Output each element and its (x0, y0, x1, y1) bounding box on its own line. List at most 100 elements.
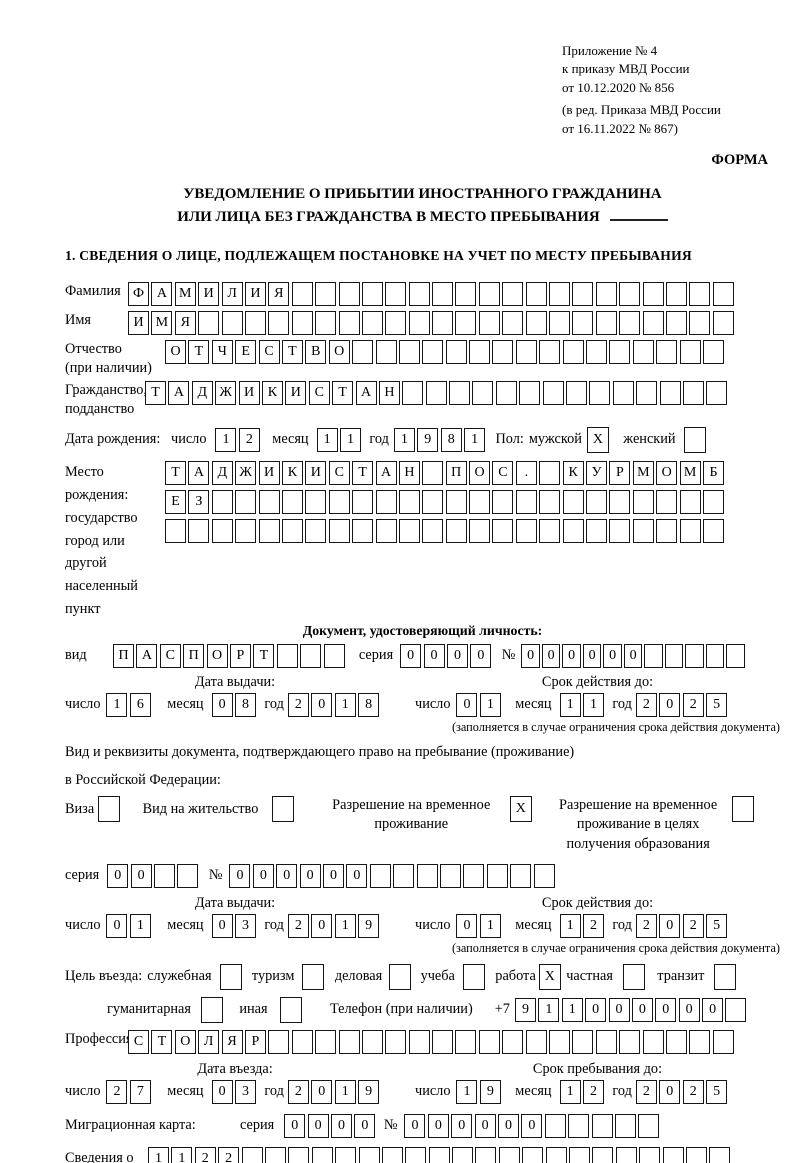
char-box[interactable]: Р (229, 644, 251, 669)
char-box[interactable] (702, 518, 724, 543)
char-box[interactable]: О (165, 340, 186, 365)
char-box[interactable] (408, 282, 430, 307)
char-box[interactable] (712, 1029, 734, 1054)
char-box[interactable]: Д (211, 460, 233, 485)
char-box[interactable] (352, 518, 374, 543)
char-box[interactable] (609, 340, 631, 365)
char-box[interactable] (276, 644, 298, 669)
char-box[interactable]: 7 (129, 1079, 151, 1104)
char-box[interactable]: И (305, 460, 327, 485)
char-box[interactable] (219, 963, 242, 990)
char-box[interactable]: 2 (635, 1079, 657, 1104)
purpose-business-checkbox[interactable] (389, 963, 413, 990)
sex-female-checkbox[interactable] (683, 426, 708, 453)
char-box[interactable] (381, 1146, 403, 1163)
char-box[interactable]: 0 (307, 1113, 329, 1138)
char-box[interactable]: К (261, 380, 283, 405)
char-box[interactable] (422, 340, 444, 365)
char-box[interactable] (519, 380, 541, 405)
char-box[interactable]: М (679, 460, 701, 485)
char-box[interactable] (636, 380, 658, 405)
char-box[interactable] (589, 380, 611, 405)
char-box[interactable] (177, 863, 199, 888)
char-box[interactable] (510, 863, 532, 888)
char-box[interactable]: Е (235, 340, 257, 365)
char-box[interactable]: 0 (276, 863, 298, 888)
char-box[interactable] (398, 518, 420, 543)
char-box[interactable]: 0 (252, 863, 274, 888)
char-box[interactable]: 1 (479, 913, 501, 938)
char-box[interactable] (405, 1146, 427, 1163)
char-box[interactable]: Н (378, 380, 400, 405)
char-box[interactable]: 8 (234, 693, 256, 718)
char-box[interactable] (291, 311, 313, 336)
char-box[interactable]: 0 (470, 644, 492, 669)
char-box[interactable]: 0 (299, 863, 321, 888)
char-box[interactable] (305, 518, 327, 543)
char-box[interactable]: И (258, 460, 280, 485)
char-box[interactable] (241, 1146, 263, 1163)
char-box[interactable] (619, 1029, 641, 1054)
residence-permit-checkbox[interactable] (272, 796, 296, 823)
char-box[interactable] (165, 518, 186, 543)
char-box[interactable] (525, 282, 547, 307)
char-box[interactable]: Д (191, 380, 213, 405)
purpose-official-checkbox[interactable] (219, 963, 244, 990)
char-box[interactable]: 0 (404, 1113, 426, 1138)
char-box[interactable] (683, 426, 706, 453)
char-box[interactable]: Р (244, 1029, 266, 1054)
char-box[interactable] (525, 311, 547, 336)
char-box[interactable]: У (586, 460, 608, 485)
char-box[interactable]: П (445, 460, 467, 485)
char-box[interactable]: 6 (129, 693, 151, 718)
char-box[interactable]: 8 (358, 693, 380, 718)
char-box[interactable] (572, 282, 594, 307)
char-box[interactable]: 2 (194, 1146, 216, 1163)
char-box[interactable] (562, 489, 584, 514)
char-box[interactable] (595, 1029, 617, 1054)
char-box[interactable] (462, 963, 485, 990)
char-box[interactable]: 0 (541, 644, 561, 669)
char-box[interactable]: 0 (456, 913, 478, 938)
char-box[interactable]: 5 (706, 1079, 728, 1104)
char-box[interactable] (612, 380, 634, 405)
char-box[interactable] (679, 489, 701, 514)
char-box[interactable] (492, 518, 514, 543)
char-box[interactable] (449, 380, 471, 405)
char-box[interactable]: Т (151, 1029, 173, 1054)
char-box[interactable]: И (285, 380, 307, 405)
char-box[interactable]: 0 (427, 1113, 449, 1138)
char-box[interactable]: О (656, 460, 678, 485)
char-box[interactable] (375, 489, 397, 514)
purpose-other-checkbox[interactable] (279, 996, 304, 1023)
char-box[interactable]: Я (174, 311, 196, 336)
char-box[interactable] (632, 489, 654, 514)
char-box[interactable] (291, 282, 313, 307)
char-box[interactable] (432, 282, 454, 307)
char-box[interactable] (432, 311, 454, 336)
char-box[interactable]: А (375, 460, 397, 485)
char-box[interactable] (408, 311, 430, 336)
char-box[interactable] (549, 1029, 571, 1054)
char-box[interactable]: 0 (451, 1113, 473, 1138)
char-box[interactable] (279, 996, 302, 1023)
char-box[interactable]: 1 (334, 693, 356, 718)
char-box[interactable]: Е (165, 489, 186, 514)
char-box[interactable] (338, 311, 360, 336)
char-box[interactable]: 0 (655, 997, 677, 1022)
char-box[interactable] (358, 1146, 380, 1163)
char-box[interactable] (408, 1029, 430, 1054)
char-box[interactable] (568, 1113, 590, 1138)
char-box[interactable]: 9 (358, 913, 380, 938)
char-box[interactable] (689, 1029, 711, 1054)
visa-checkbox[interactable] (98, 796, 122, 823)
char-box[interactable] (469, 518, 491, 543)
char-box[interactable]: 1 (538, 997, 560, 1022)
char-box[interactable] (258, 518, 280, 543)
char-box[interactable]: 2 (287, 913, 309, 938)
char-box[interactable] (335, 1146, 357, 1163)
char-box[interactable] (665, 282, 687, 307)
char-box[interactable]: С (308, 380, 330, 405)
char-box[interactable] (498, 1146, 520, 1163)
char-box[interactable]: 0 (623, 644, 643, 669)
